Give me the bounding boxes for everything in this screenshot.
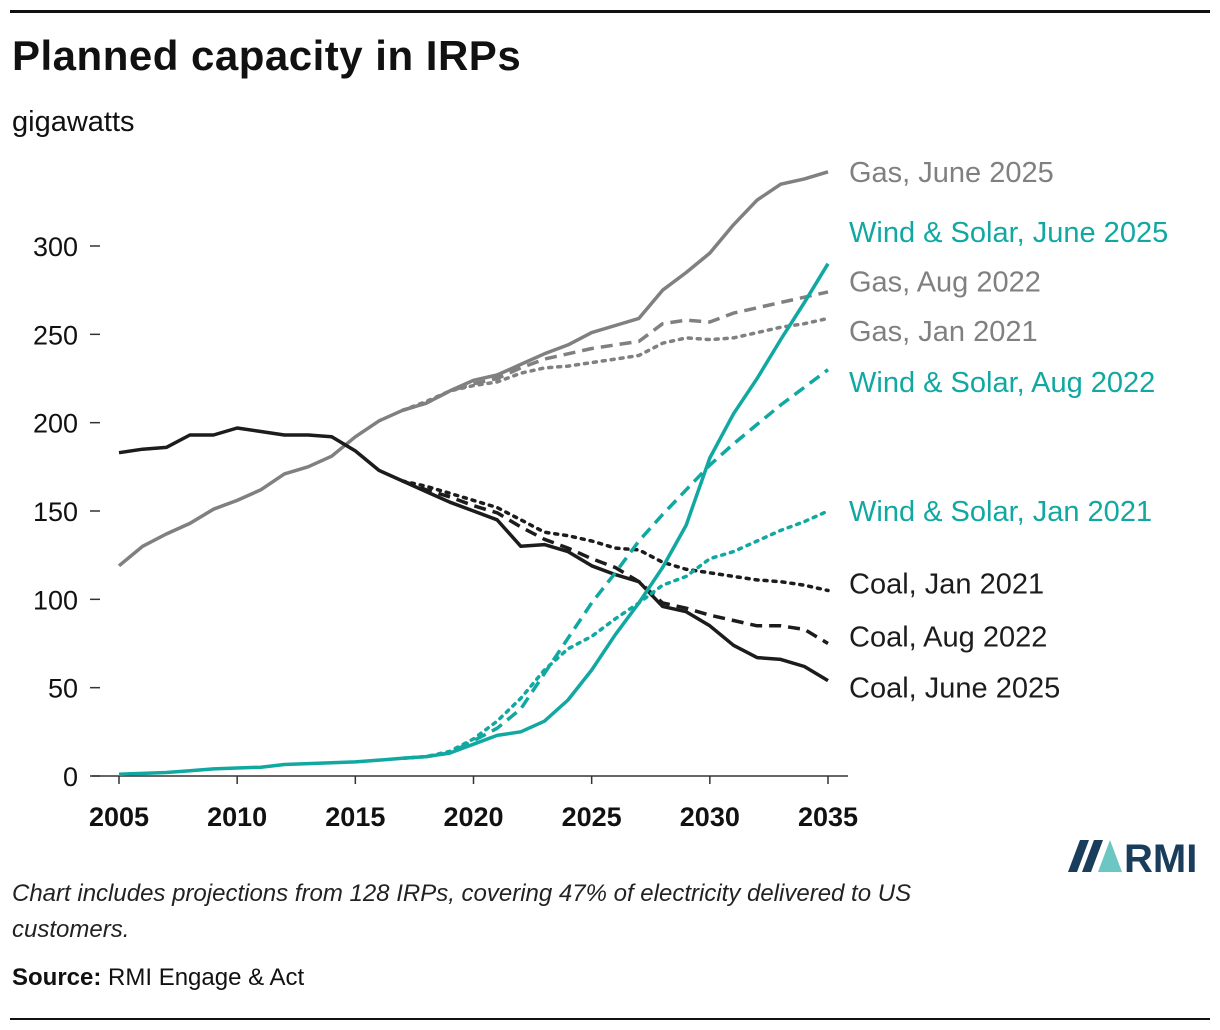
series-end-label: Gas, Aug 2022 [849,266,1041,298]
series-end-label: Wind & Solar, June 2025 [849,217,1168,249]
chart-note: Chart includes projections from 128 IRPs… [12,880,912,943]
series-end-label: Wind & Solar, Jan 2021 [849,496,1152,528]
unit-label: gigawatts [12,106,135,138]
source-line: Source: RMI Engage & Act [12,964,304,992]
x-tick-label: 2015 [325,802,385,832]
x-tick-label: 2025 [562,802,622,832]
source-label: Source: [12,964,102,991]
series-end-label: Wind & Solar, Aug 2022 [849,367,1155,399]
series-line-gas-june-2025 [117,170,829,568]
series-line-gas-aug-2022 [402,290,829,412]
rmi-logo: RMI [1068,837,1197,876]
y-tick-label: 300 [33,232,78,262]
y-tick-label: 250 [33,320,78,350]
bottom-rule [10,1018,1210,1020]
logo-mark-teal [1098,840,1122,872]
x-tick-label: 2010 [207,802,267,832]
y-tick-label: 200 [33,409,78,439]
series-line-coal-jan-2021 [400,479,830,593]
series-end-label: Coal, Aug 2022 [849,621,1047,653]
logo-mark-dark [1068,840,1089,872]
y-tick-label: 50 [48,674,78,704]
logo-mark-dark [1082,840,1103,872]
line-chart: 2005 2010 2015 2020 2025 2030 2035 0 50 100 150 200… [33,157,1168,832]
source-text: RMI Engage & Act [108,964,305,991]
y-tick-label: 0 [63,762,78,792]
series-end-label: Coal, June 2025 [849,673,1060,705]
series-line-wind-and-solar-aug-2022 [402,368,830,761]
series-line-wind-and-solar-june-2025 [118,262,830,776]
top-rule [10,10,1210,13]
x-tick-label: 2005 [89,802,149,832]
series-end-label: Coal, Jan 2021 [849,568,1044,600]
chart-title: Planned capacity in IRPs [12,32,522,79]
series-line-coal-aug-2022 [401,479,829,646]
x-tick-label: 2020 [443,802,503,832]
x-tick-label: 2035 [798,802,858,832]
series-end-label: Gas, Jan 2021 [849,316,1038,348]
y-tick-label: 150 [33,497,78,527]
series-end-label: Gas, June 2025 [849,157,1054,189]
y-tick-label: 100 [33,585,78,615]
logo-text: RMI [1124,837,1197,876]
series-line-gas-jan-2021 [400,316,830,413]
x-tick-label: 2030 [680,802,740,832]
series-line-coal-june-2025 [118,426,829,683]
series-line-wind-and-solar-jan-2021 [400,509,830,761]
